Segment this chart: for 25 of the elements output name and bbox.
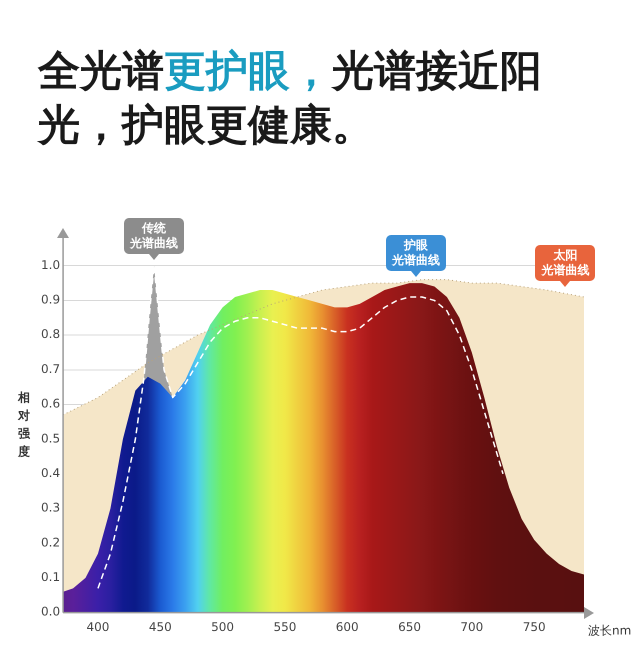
annotation: 护眼光谱曲线 [386,238,446,268]
y-tick-label: 0.3 [40,500,60,515]
y-tick-label: 0.8 [40,327,60,342]
x-tick-label: 650 [398,620,421,634]
x-tick-label: 700 [460,620,484,634]
y-tick-label: 0.1 [40,570,60,584]
x-axis-title: 波长nm [588,624,632,638]
y-tick-label: 0.2 [40,535,60,550]
y-axis-title: 相对强度 [17,390,31,458]
annotation: 传统光谱曲线 [124,220,184,251]
x-tick-label: 400 [86,620,110,634]
y-tick-label: 0.4 [40,466,60,480]
x-tick-label: 500 [211,620,234,634]
chart-title: 全光谱更护眼，光谱接近阳光，护眼更健康。 [36,45,543,151]
y-tick-label: 0.6 [40,396,60,411]
x-tick-label: 750 [522,620,546,634]
y-tick-label: 1.0 [40,258,60,272]
y-tick-label: 0.7 [40,362,60,376]
y-tick-label: 0.5 [40,431,60,446]
x-tick-label: 600 [336,620,359,634]
y-tick-label: 0.9 [40,292,60,307]
x-tick-label: 450 [148,620,172,634]
x-tick-label: 550 [273,620,296,634]
annotation: 太阳光谱曲线 [535,248,596,278]
y-tick-label: 0.0 [40,604,60,619]
